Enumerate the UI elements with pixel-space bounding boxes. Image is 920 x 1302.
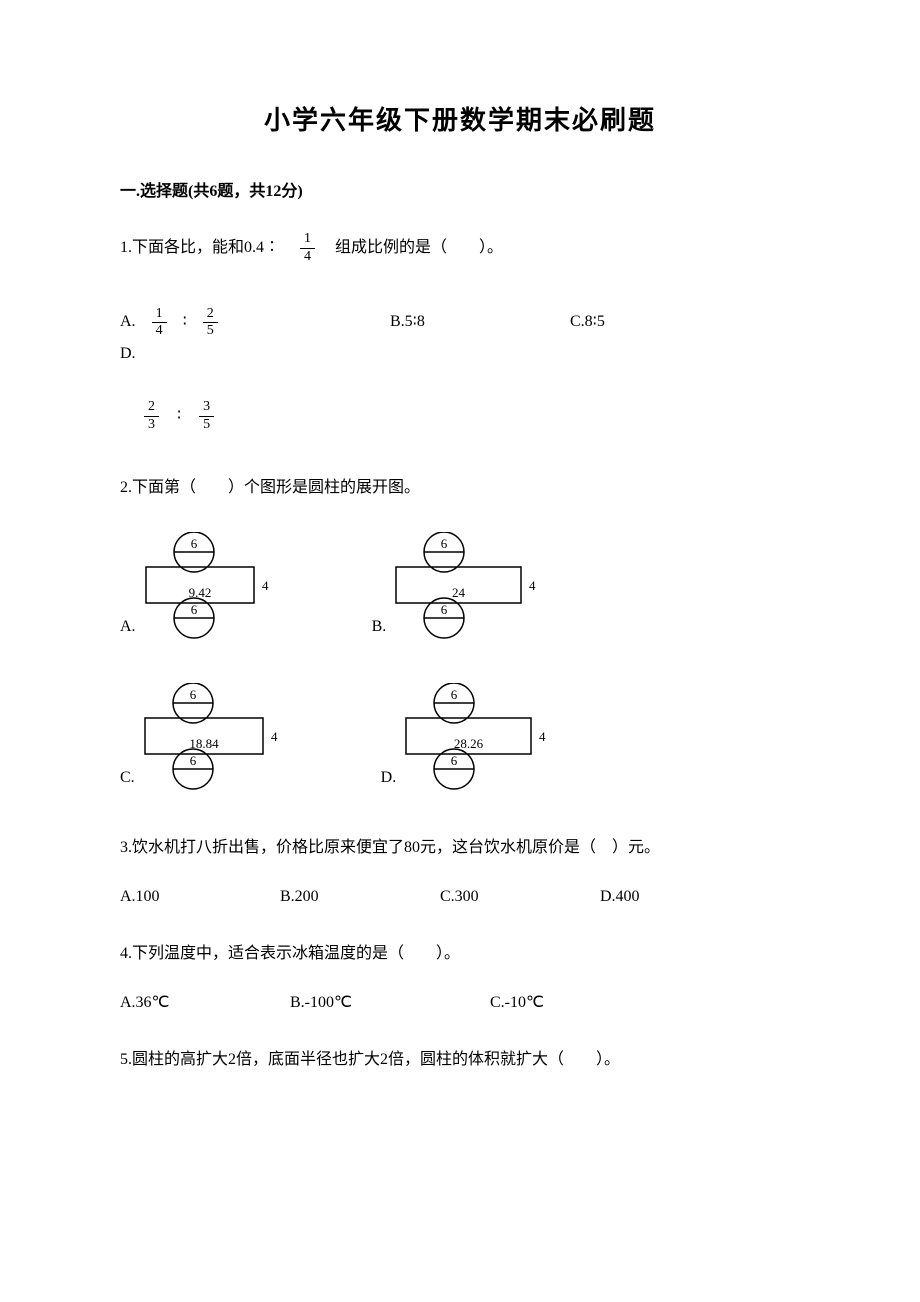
q1-fraction: 1 4 bbox=[300, 231, 315, 266]
q3-option-b: B.200 bbox=[280, 883, 440, 912]
q1-option-b: B.5∶8 bbox=[390, 308, 530, 337]
q2-row1: A. 6 9.42 4 6 B. 6 24 4 6 bbox=[120, 532, 800, 643]
q1-option-d-label: D. bbox=[120, 340, 136, 369]
q3-options: A.100 B.200 C.300 D.400 bbox=[120, 883, 800, 912]
svg-text:6: 6 bbox=[189, 687, 196, 702]
question-3: 3.饮水机打八折出售，价格比原来便宜了80元，这台饮水机原价是（ ）元。 A.1… bbox=[120, 834, 800, 912]
q5-text: 5.圆柱的高扩大2倍，底面半径也扩大2倍，圆柱的体积就扩大（ ）。 bbox=[120, 1046, 800, 1075]
section-header: 一.选择题(共6题，共12分) bbox=[120, 177, 800, 201]
net-diagram-d: 6 28.26 4 6 bbox=[404, 683, 559, 794]
q1-text: 1.下面各比，能和0.4∶ 1 4 组成比例的是（ ）。 bbox=[120, 231, 503, 266]
svg-text:6: 6 bbox=[451, 753, 458, 768]
q2-option-d: D. 6 28.26 4 6 bbox=[381, 683, 560, 794]
q4-option-b: B.-100℃ bbox=[290, 989, 490, 1018]
svg-text:6: 6 bbox=[190, 602, 197, 617]
q4-options: A.36℃ B.-100℃ C.-10℃ bbox=[120, 989, 800, 1018]
question-4: 4.下列温度中，适合表示冰箱温度的是（ ）。 A.36℃ B.-100℃ C.-… bbox=[120, 940, 800, 1018]
svg-text:4: 4 bbox=[529, 578, 536, 593]
svg-text:4: 4 bbox=[271, 729, 278, 744]
q3-option-c: C.300 bbox=[440, 883, 600, 912]
q4-text: 4.下列温度中，适合表示冰箱温度的是（ ）。 bbox=[120, 940, 800, 969]
q3-option-a: A.100 bbox=[120, 883, 280, 912]
question-1: 1.下面各比，能和0.4∶ 1 4 组成比例的是（ ）。 A. 1 4 ∶ 2 … bbox=[120, 231, 800, 434]
q4-option-c: C.-10℃ bbox=[490, 989, 650, 1018]
q4-option-a: A.36℃ bbox=[120, 989, 290, 1018]
q1-suffix: 组成比例的是（ ）。 bbox=[335, 234, 503, 263]
svg-text:4: 4 bbox=[262, 578, 269, 593]
q2-option-a: A. 6 9.42 4 6 bbox=[120, 532, 282, 643]
q2-row2: C. 6 18.84 4 6 D. 6 28.26 4 6 bbox=[120, 683, 800, 794]
question-5: 5.圆柱的高扩大2倍，底面半径也扩大2倍，圆柱的体积就扩大（ ）。 bbox=[120, 1046, 800, 1075]
svg-text:6: 6 bbox=[189, 753, 196, 768]
q2-option-b: B. 6 24 4 6 bbox=[372, 532, 550, 643]
q1-option-a: A. 1 4 ∶ 2 5 bbox=[120, 306, 350, 341]
q2-option-c: C. 6 18.84 4 6 bbox=[120, 683, 291, 794]
q1-options-row1: A. 1 4 ∶ 2 5 B.5∶8 C.8∶5 D. bbox=[120, 306, 800, 369]
svg-text:4: 4 bbox=[539, 729, 546, 744]
page-title: 小学六年级下册数学期末必刷题 bbox=[120, 100, 800, 137]
net-diagram-b: 6 24 4 6 bbox=[394, 532, 549, 643]
question-2: 2.下面第（ ）个图形是圆柱的展开图。 A. 6 9.42 4 6 B. 6 2… bbox=[120, 474, 800, 795]
svg-text:6: 6 bbox=[190, 536, 197, 551]
svg-text:6: 6 bbox=[441, 536, 448, 551]
q2-text: 2.下面第（ ）个图形是圆柱的展开图。 bbox=[120, 474, 800, 503]
svg-text:24: 24 bbox=[452, 585, 466, 600]
q1-option-c: C.8∶5 bbox=[570, 308, 710, 337]
net-diagram-c: 6 18.84 4 6 bbox=[143, 683, 291, 794]
q1-prefix: 1.下面各比，能和0.4∶ bbox=[120, 234, 280, 263]
q3-text: 3.饮水机打八折出售，价格比原来便宜了80元，这台饮水机原价是（ ）元。 bbox=[120, 834, 800, 863]
net-diagram-a: 6 9.42 4 6 bbox=[144, 532, 282, 643]
q1-option-d-content: 2 3 ∶ 3 5 bbox=[140, 399, 218, 434]
q3-option-d: D.400 bbox=[600, 883, 760, 912]
svg-text:6: 6 bbox=[451, 687, 458, 702]
svg-text:6: 6 bbox=[441, 602, 448, 617]
